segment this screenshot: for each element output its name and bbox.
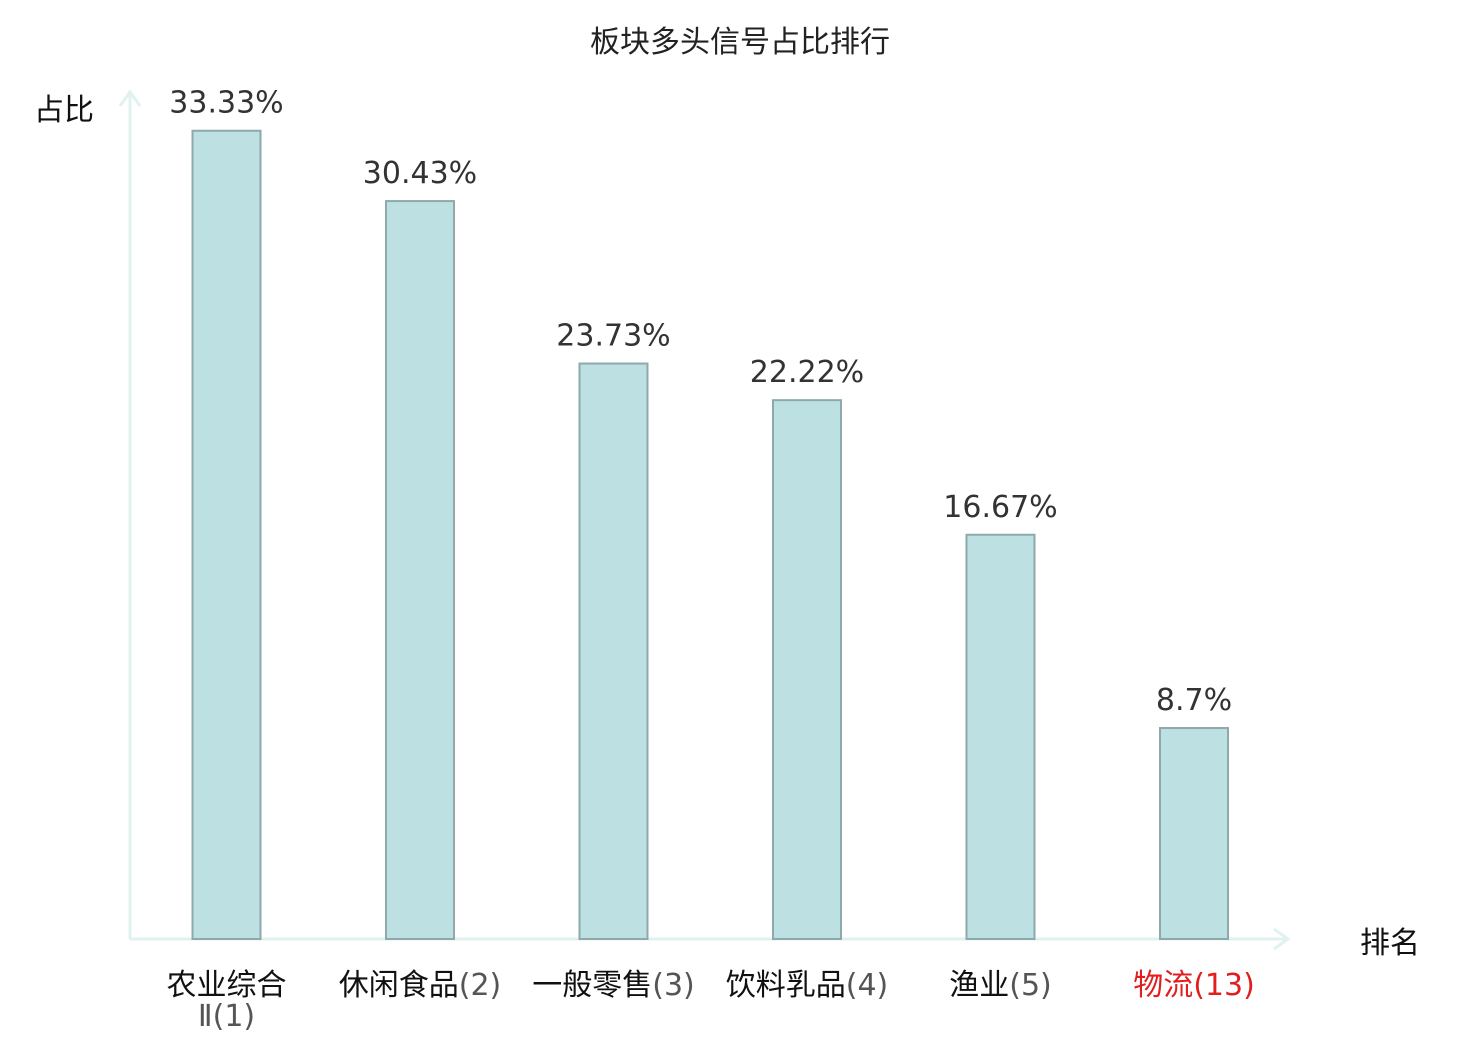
bar <box>191 129 262 940</box>
bar <box>385 200 455 940</box>
value-labels-group: 33.33% 30.43% 23.73% 22.22% 16.67% 8.7% <box>169 86 1232 718</box>
x-tick-label: 饮料乳品(4) <box>726 968 889 1003</box>
data-label: 16.67% <box>943 490 1057 525</box>
x-tick-label: 一般零售(3) <box>532 968 695 1003</box>
x-tick-label: 休闲食品(2) <box>339 968 502 1003</box>
bar <box>1159 727 1229 941</box>
y-axis-arrow <box>118 89 142 107</box>
y-axis-label: 占比 <box>34 93 94 128</box>
axes <box>118 89 1291 951</box>
chart-title: 板块多头信号占比排行 <box>590 25 890 60</box>
bar <box>772 399 842 941</box>
x-axis-arrow <box>1273 927 1291 951</box>
data-label: 30.43% <box>363 156 477 191</box>
x-tick-label: 渔业(5) <box>949 968 1052 1003</box>
x-tick-label: 物流(13) <box>1133 968 1255 1003</box>
x-tick-label-line2: Ⅱ(1) <box>198 999 255 1034</box>
bars-group <box>191 129 1229 941</box>
data-label: 8.7% <box>1156 683 1232 718</box>
data-label: 23.73% <box>556 319 670 354</box>
bar <box>578 362 649 940</box>
x-tick-label: 农业综合 <box>167 968 287 1003</box>
bar <box>965 533 1036 940</box>
data-label: 33.33% <box>169 86 283 121</box>
data-label: 22.22% <box>750 355 864 390</box>
x-axis-label: 排名 <box>1360 926 1420 961</box>
